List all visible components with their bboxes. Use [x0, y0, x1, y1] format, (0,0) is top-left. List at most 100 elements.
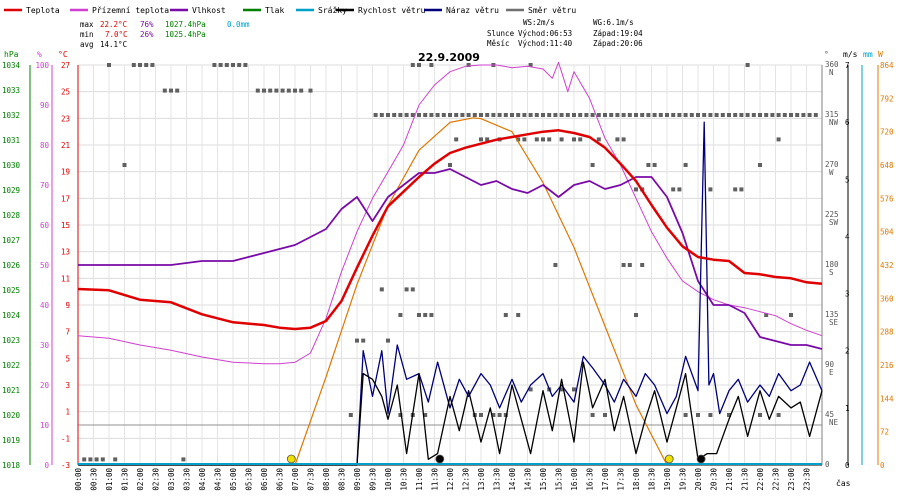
tick-label-x: 07:30: [307, 468, 316, 491]
axis-unit-ms: m/s: [843, 50, 858, 59]
wind-direction-dot: [813, 113, 818, 117]
tick-label-x: 22:30: [772, 468, 781, 491]
wind-direction-dot: [386, 338, 390, 343]
tick-label-temp: 25: [61, 88, 70, 97]
tick-label-hpa: 1030: [2, 161, 21, 170]
tick-label-temp: 1: [65, 408, 70, 417]
wind-direction-dot: [696, 413, 700, 417]
axis-unit-mm: mm: [863, 50, 873, 59]
tick-label-x: 08:00: [322, 468, 331, 491]
wind-direction-dot: [541, 113, 545, 117]
wind-direction-dot: [472, 113, 477, 117]
tick-label-hpa: 1022: [2, 361, 20, 370]
moonrise-marker: [435, 454, 445, 464]
tick-label-dir-name: E: [829, 368, 834, 377]
wind-direction-dot: [497, 413, 502, 417]
wind-direction-dot: [671, 187, 676, 192]
wind-direction-dot: [479, 113, 483, 117]
x-axis-unit-label: čas: [836, 478, 851, 488]
tick-label-x: 12:00: [446, 468, 455, 491]
tick-label-pct: 0: [44, 461, 49, 470]
wind-direction-dot: [398, 413, 403, 417]
stat-max-label: max: [80, 20, 94, 29]
info-sun-label: Slunce: [487, 29, 515, 38]
stats-block: max 22.2°C 76% 1027.4hPa 0.0mm min 7.0°C…: [80, 20, 250, 49]
legend-label-tlak: Tlak: [265, 6, 284, 15]
stat-avg-label: avg: [80, 40, 94, 49]
tick-label-temp: 21: [61, 141, 70, 150]
tick-label-hpa: 1033: [2, 86, 20, 95]
wind-direction-dot: [770, 113, 775, 117]
wind-direction-dot: [677, 187, 682, 192]
tick-label-hpa: 1020: [2, 411, 21, 420]
wind-direction-dot: [510, 113, 514, 117]
wind-direction-dot: [503, 313, 508, 317]
wind-direction-dot: [212, 63, 217, 67]
tick-label-hpa: 1025: [2, 286, 20, 295]
wind-direction-dot: [646, 163, 651, 167]
wind-direction-dot: [516, 113, 521, 117]
wind-direction-dot: [590, 413, 595, 417]
tick-label-hpa: 1029: [2, 186, 20, 195]
wind-direction-dot: [528, 113, 533, 117]
wind-direction-dot: [727, 113, 731, 117]
wind-direction-dot: [94, 457, 99, 462]
wind-direction-dot: [355, 338, 359, 343]
tick-label-x: 15:00: [539, 468, 548, 491]
tick-label-x: 03:30: [183, 468, 192, 491]
stat-max-rain: 0.0mm: [227, 20, 250, 29]
wind-direction-dot: [423, 313, 428, 317]
tick-label-temp: 27: [61, 61, 70, 70]
wind-direction-dot: [485, 113, 490, 117]
wind-direction-dot: [150, 63, 155, 67]
wind-direction-dot: [708, 413, 713, 417]
humidity-line: [78, 168, 823, 350]
tick-label-dir: 0: [825, 460, 830, 469]
wind-direction-dot: [497, 113, 502, 117]
wind-direction-dot: [646, 113, 651, 117]
wind-direction-dot: [553, 263, 558, 267]
wind-direction-dot: [218, 63, 223, 67]
wind-direction-dot: [466, 113, 471, 117]
wind-direction-dot: [386, 113, 390, 117]
chart-title: 22.9.2009: [418, 51, 480, 64]
wind-direction-dot: [795, 113, 800, 117]
tick-label-x: 20:00: [694, 468, 703, 491]
stat-max-press: 1027.4hPa: [165, 20, 206, 29]
tick-label-x: 00:00: [74, 468, 83, 491]
wind-direction-dot: [572, 113, 576, 117]
tick-label-x: 11:00: [415, 468, 424, 491]
tick-label-temp: 23: [61, 114, 70, 123]
tick-label-hpa: 1031: [2, 136, 20, 145]
wind-direction-dot: [373, 113, 378, 117]
wind-direction-dot: [683, 163, 688, 167]
tick-label-dir-name: NE: [829, 418, 839, 427]
wind-direction-dot: [348, 413, 353, 417]
tick-label-x: 07:00: [291, 468, 300, 491]
wind-direction-dot: [758, 413, 762, 417]
wind-direction-dot: [479, 413, 483, 417]
wind-direction-dot: [683, 113, 688, 117]
tick-label-ms: 7: [845, 61, 850, 70]
wind-direction-dot: [429, 63, 434, 67]
wind-direction-dot: [231, 63, 235, 67]
wind-direction-dot: [417, 63, 421, 67]
wind-direction-dot: [565, 113, 570, 117]
tick-label-x: 14:30: [524, 468, 533, 491]
tick-label-pct: 30: [40, 341, 50, 350]
tick-label-x: 23:00: [787, 468, 796, 491]
wind-direction-dot: [547, 113, 552, 117]
wind-direction-dot: [801, 113, 806, 117]
wind-direction-dot: [243, 63, 248, 67]
wind-direction-dot: [423, 413, 428, 417]
wind-direction-dot: [671, 113, 676, 117]
wind-direction-dot: [169, 88, 173, 93]
tick-label-hpa: 1027: [2, 236, 20, 245]
stat-min-hum: 26%: [140, 30, 154, 39]
wind-direction-dot: [751, 113, 756, 117]
stat-min-label: min: [80, 30, 94, 39]
tick-label-temp: 9: [65, 301, 70, 310]
tick-label-dir: 90: [825, 360, 835, 369]
wind-direction-dot: [398, 313, 403, 317]
tick-label-temp: -1: [61, 434, 70, 443]
